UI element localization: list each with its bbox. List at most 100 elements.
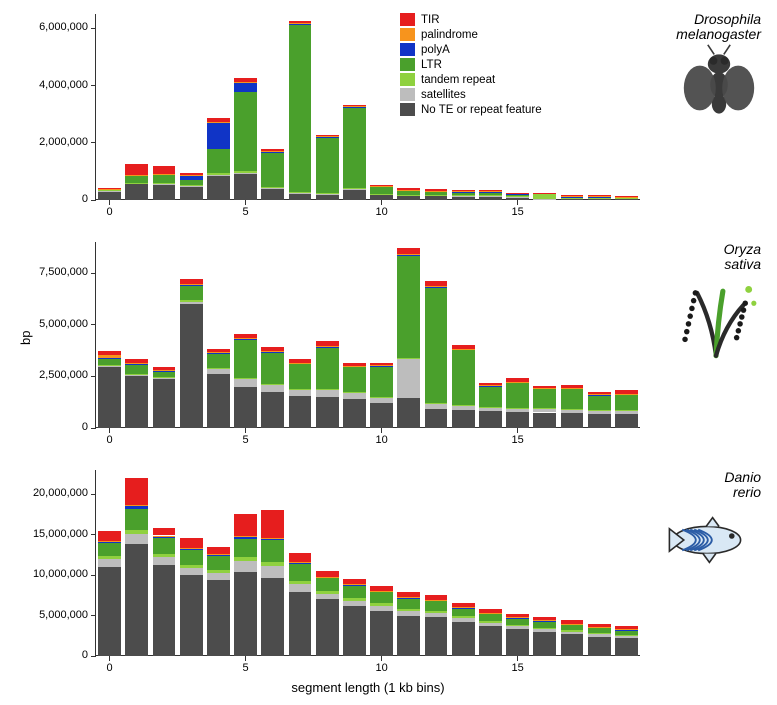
bar-palindrome xyxy=(125,363,148,364)
y-tick xyxy=(91,28,96,29)
bar-ltr xyxy=(289,25,312,192)
bar-ltr xyxy=(316,137,339,193)
bar-ltr xyxy=(561,389,584,410)
bar-satellites xyxy=(479,408,502,412)
bar-polya xyxy=(207,353,230,354)
bar-tandem xyxy=(261,562,284,566)
bar-polya xyxy=(425,600,448,601)
bar-none xyxy=(533,632,556,656)
bar-ltr xyxy=(425,191,448,194)
bar-tandem xyxy=(289,192,312,193)
bar-none xyxy=(234,174,257,200)
y-tick-label: 7,500,000 xyxy=(22,266,88,278)
bar-tir xyxy=(180,538,203,548)
bar-satellites xyxy=(125,534,148,545)
bar-satellites xyxy=(125,183,148,184)
bar-ltr xyxy=(234,339,257,378)
bar-tandem xyxy=(180,185,203,186)
bar-tandem xyxy=(234,557,257,561)
bar-palindrome xyxy=(153,174,176,175)
bar-tandem xyxy=(316,591,339,593)
x-tick xyxy=(381,656,382,661)
bar-polya xyxy=(234,537,257,539)
bar-palindrome xyxy=(289,23,312,24)
bar-tir xyxy=(153,528,176,535)
bar-ltr xyxy=(289,364,312,389)
bar-none xyxy=(561,634,584,656)
y-tick xyxy=(91,575,96,576)
bar-none xyxy=(125,184,148,200)
bar-tandem xyxy=(452,616,475,618)
bar-none xyxy=(452,622,475,656)
bar-tandem xyxy=(370,194,393,195)
bar-tandem xyxy=(370,603,393,605)
bar-polya xyxy=(207,555,230,556)
bar-palindrome xyxy=(588,196,611,197)
bar-polya xyxy=(343,366,366,367)
bar-satellites xyxy=(370,606,393,611)
bar-tandem xyxy=(561,409,584,410)
bar-ltr xyxy=(588,628,611,633)
bar-ltr xyxy=(153,372,176,377)
bar-none xyxy=(125,544,148,656)
x-tick-label: 10 xyxy=(372,434,392,446)
y-tick-label: 20,000,000 xyxy=(22,487,88,499)
bar-tandem xyxy=(561,630,584,631)
bar-tir xyxy=(561,620,584,623)
bar-palindrome xyxy=(207,352,230,353)
bar-tir xyxy=(533,617,556,620)
bar-none xyxy=(125,376,148,428)
bar-tandem xyxy=(316,193,339,194)
bar-tir xyxy=(98,188,121,189)
bar-none xyxy=(207,374,230,428)
bar-tir xyxy=(561,195,584,196)
bar-tir xyxy=(207,118,230,121)
bar-polya xyxy=(316,577,339,578)
x-tick-label: 5 xyxy=(236,206,256,218)
bar-polya xyxy=(180,285,203,286)
bar-ltr xyxy=(370,366,393,397)
bar-ltr xyxy=(533,621,556,627)
bar-ltr xyxy=(425,601,448,611)
bar-palindrome xyxy=(98,541,121,542)
bar-tir xyxy=(425,189,448,190)
y-tick-label: 4,000,000 xyxy=(22,79,88,91)
bar-palindrome xyxy=(506,382,529,383)
y-tick xyxy=(91,428,96,429)
bar-tandem xyxy=(479,621,502,623)
bar-satellites xyxy=(180,568,203,575)
bar-none xyxy=(561,413,584,428)
bar-palindrome xyxy=(125,175,148,176)
x-axis xyxy=(96,427,640,428)
bar-ltr xyxy=(207,556,230,570)
chart-panel-dmel: 02,000,0004,000,0006,000,000051015 xyxy=(96,14,640,200)
bar-tir xyxy=(479,609,502,613)
y-tick xyxy=(91,615,96,616)
bar-tir xyxy=(615,196,638,197)
bar-satellites xyxy=(234,379,257,386)
bar-none xyxy=(506,412,529,428)
bar-satellites xyxy=(343,601,366,606)
bar-palindrome xyxy=(289,562,312,563)
bar-tandem xyxy=(506,408,529,409)
y-tick xyxy=(91,656,96,657)
bar-tandem xyxy=(180,300,203,301)
bar-satellites xyxy=(370,398,393,403)
bar-tandem xyxy=(343,188,366,189)
y-tick xyxy=(91,85,96,86)
bar-ltr xyxy=(125,175,148,182)
bar-tir xyxy=(561,385,584,388)
bar-polya xyxy=(125,506,148,509)
bar-palindrome xyxy=(370,365,393,366)
bar-tir xyxy=(207,547,230,554)
bar-ltr xyxy=(452,608,475,616)
x-tick xyxy=(517,428,518,433)
bar-ltr xyxy=(180,286,203,300)
bar-palindrome xyxy=(370,186,393,187)
bar-none xyxy=(261,189,284,200)
bar-polya xyxy=(479,613,502,614)
bar-tandem xyxy=(370,397,393,398)
bar-satellites xyxy=(343,189,366,190)
x-tick xyxy=(245,200,246,205)
bar-none xyxy=(343,606,366,656)
